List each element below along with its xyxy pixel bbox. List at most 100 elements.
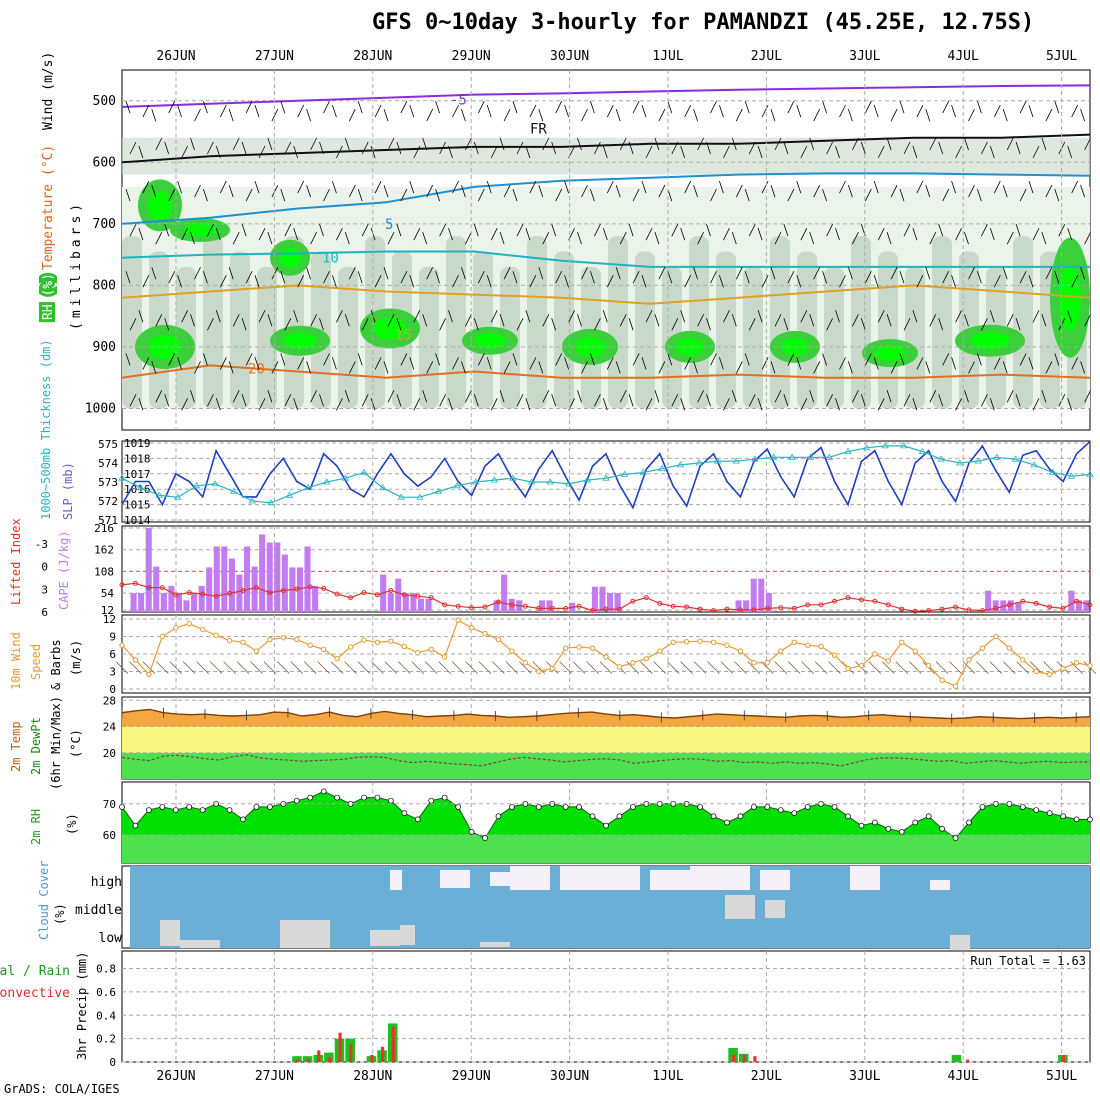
wind-speed-marker	[1020, 657, 1026, 663]
wind-barb	[719, 357, 724, 370]
wind-barb	[1045, 267, 1053, 280]
wind-barb	[177, 180, 182, 194]
wind-barb	[344, 314, 350, 327]
date-label-bottom: 27JUN	[255, 1069, 294, 1084]
wind-barb	[1028, 275, 1034, 288]
wind-barb	[641, 275, 647, 288]
rh-shade-mid	[824, 266, 844, 409]
wind-barb	[422, 390, 428, 403]
wind-barb	[581, 108, 588, 122]
wind-barb	[809, 232, 815, 245]
temp-yellow-band	[122, 726, 1090, 753]
thickness-marker	[304, 483, 312, 491]
li-marker	[805, 602, 811, 608]
y-tick-thickness: 574	[98, 457, 118, 470]
cape-bar	[312, 585, 319, 612]
precip-conv-bar	[753, 1056, 757, 1062]
isotherm-label: 10	[322, 251, 339, 267]
li-marker	[361, 590, 367, 596]
rh2m-marker	[724, 819, 730, 826]
wind-barb	[1006, 314, 1014, 327]
wind-barb	[370, 145, 376, 159]
precip-conv-bar	[317, 1050, 321, 1062]
date-label-top: 1JUL	[652, 49, 683, 64]
wind-barb	[219, 104, 227, 118]
wind-speed-marker	[643, 655, 650, 662]
li-marker	[132, 580, 138, 586]
y-tick-precip: 0.6	[96, 986, 116, 999]
rh-base-band	[122, 834, 1090, 863]
wind-speed-marker	[778, 648, 784, 654]
dewpoint-band	[122, 752, 1090, 779]
rh2m-marker	[898, 828, 905, 835]
wind-barb	[848, 108, 853, 122]
wind-barb	[835, 398, 840, 411]
li-marker	[173, 592, 179, 598]
wind-barb	[190, 232, 195, 245]
wind-barb	[293, 310, 299, 323]
wind-barb	[409, 104, 415, 118]
wind-barb	[1006, 390, 1014, 403]
wind-barb	[774, 137, 782, 151]
wind-barb	[890, 361, 898, 374]
cape-bar	[599, 586, 606, 612]
wind-barb	[529, 275, 537, 288]
wind-barb	[671, 223, 679, 237]
rh2m-marker	[159, 804, 166, 810]
li-marker	[926, 608, 932, 614]
cloud-block	[280, 920, 330, 948]
wind-barb	[1045, 184, 1053, 198]
rh2m-marker	[1046, 810, 1053, 817]
wind-barb	[839, 357, 846, 370]
wind-barb	[680, 145, 686, 159]
rh2m-marker	[831, 804, 838, 810]
wind-barb	[684, 104, 692, 118]
li-marker	[307, 584, 313, 590]
li-marker	[616, 606, 622, 612]
wind-speed-marker	[334, 655, 340, 662]
li-marker	[482, 604, 488, 610]
wind-barb	[400, 353, 408, 366]
wind-barb	[800, 310, 808, 323]
cape-bar	[395, 578, 402, 612]
wind-barb	[228, 108, 234, 122]
wind-barb	[1080, 184, 1085, 198]
thickness-marker	[937, 455, 945, 462]
wind-speed-marker	[912, 648, 918, 654]
chart-title: GFS 0~10day 3-hourly for PAMANDZI (45.25…	[372, 10, 1035, 35]
wind-barb	[1002, 361, 1008, 374]
rh2m-marker	[603, 822, 609, 829]
panel-frame-precip	[121, 950, 1091, 1063]
precip-conv-bar	[1061, 1054, 1066, 1062]
wind-barb	[942, 271, 950, 284]
wind-barb	[306, 267, 311, 280]
wind-barb	[568, 310, 575, 323]
wind-speed-marker	[549, 665, 555, 672]
ylabel-cloud: Cloud Cover	[37, 861, 51, 940]
li-marker	[415, 593, 421, 599]
wind-barb	[938, 394, 944, 407]
rh2m-marker	[1019, 804, 1026, 810]
wind-barb	[203, 271, 208, 284]
rh2m-marker	[455, 804, 461, 810]
wind-barb	[813, 108, 821, 122]
wind-barb	[615, 108, 621, 122]
wind-barb	[280, 271, 286, 284]
thickness-marker	[416, 493, 424, 500]
wind-barb	[757, 228, 763, 241]
li-marker	[455, 603, 461, 609]
cape-bar	[493, 600, 500, 612]
wind-barb-10m	[774, 661, 788, 674]
wind-speed-marker	[482, 630, 488, 637]
y-tick-li: 0	[41, 561, 48, 574]
wind-barb	[336, 398, 343, 411]
wind-barb	[710, 353, 717, 366]
wind-barb	[693, 361, 698, 374]
wind-barb	[615, 361, 621, 374]
wind-barb	[284, 394, 292, 407]
wind-barb	[1015, 224, 1021, 237]
ylabel-li: Lifted Index	[9, 518, 23, 605]
wind-barb	[383, 267, 389, 280]
wind-barb	[254, 357, 260, 370]
wind-barb	[452, 180, 459, 194]
